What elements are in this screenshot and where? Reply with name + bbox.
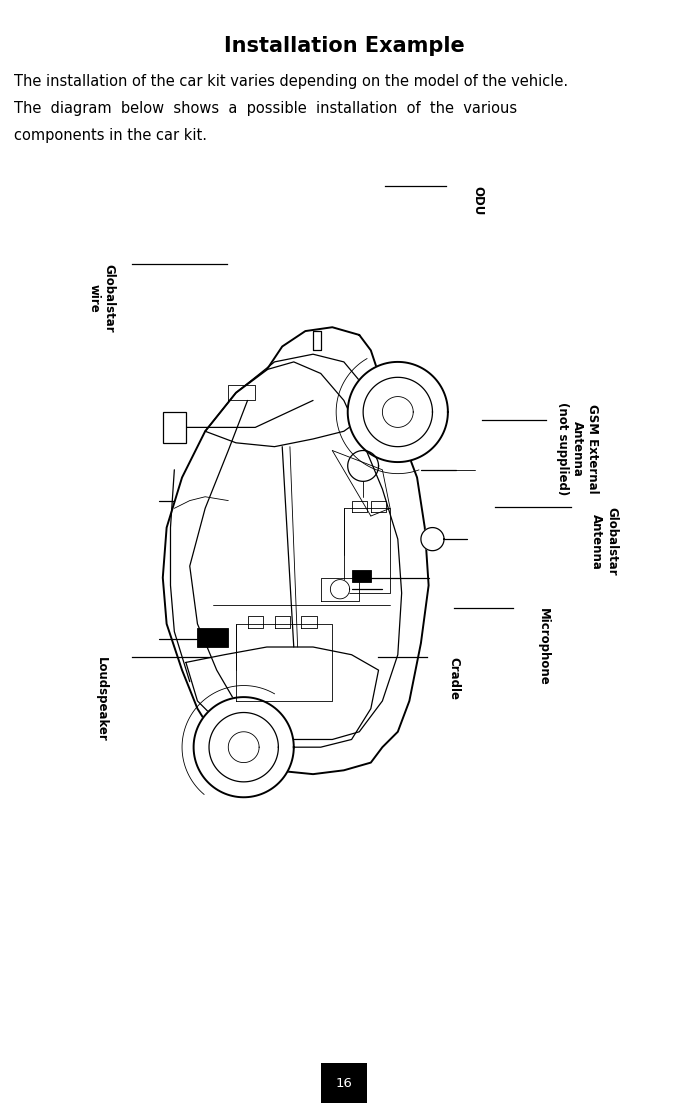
Text: Globalstar
Antenna: Globalstar Antenna: [590, 507, 618, 576]
Bar: [352, 569, 371, 582]
Text: ODU: ODU: [472, 186, 484, 215]
Bar: [163, 412, 186, 443]
Text: Cradle: Cradle: [448, 657, 460, 700]
Text: The installation of the car kit varies depending on the model of the vehicle.: The installation of the car kit varies d…: [14, 74, 568, 90]
Polygon shape: [193, 697, 294, 797]
Polygon shape: [347, 362, 448, 462]
Text: Microphone: Microphone: [537, 608, 550, 686]
Bar: [197, 628, 228, 647]
Text: components in the car kit.: components in the car kit.: [14, 128, 207, 143]
Polygon shape: [330, 579, 350, 599]
Text: GSM External
Antenna
(not supplied): GSM External Antenna (not supplied): [557, 402, 599, 495]
Text: 16: 16: [336, 1077, 352, 1090]
Polygon shape: [421, 527, 444, 551]
Text: Globalstar
wire: Globalstar wire: [88, 264, 116, 333]
Text: The  diagram  below  shows  a  possible  installation  of  the  various: The diagram below shows a possible insta…: [14, 101, 517, 117]
Text: Installation Example: Installation Example: [224, 36, 464, 56]
Text: Loudspeaker: Loudspeaker: [96, 657, 108, 741]
FancyBboxPatch shape: [321, 1063, 367, 1103]
